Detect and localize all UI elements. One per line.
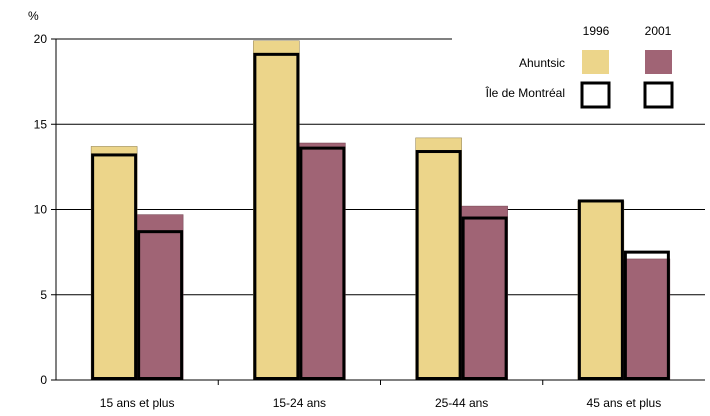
legend-year-2001: 2001	[645, 24, 672, 38]
bars	[90, 40, 671, 381]
bar-montreal-1996-45-ans-et-plus	[577, 199, 624, 380]
bar-montreal-2001-45-ans-et-plus	[623, 250, 670, 380]
x-tick-label-25-44-ans: 25-44 ans	[435, 396, 488, 410]
bar-ahuntsic-2001-15-ans-et-plus	[136, 214, 184, 381]
y-tick-label-20: 20	[34, 32, 48, 46]
bar-ahuntsic-1996-15-ans-et-plus	[90, 146, 138, 381]
legend-year-1996: 1996	[583, 24, 610, 38]
y-tick-label-10: 10	[34, 203, 48, 217]
legend-label-ahuntsic: Ahuntsic	[519, 56, 565, 70]
bar-ahuntsic-1996-25-44-ans	[415, 137, 462, 381]
bar-ahuntsic-2001-15-24-ans	[299, 142, 346, 381]
y-axis-label: %	[28, 9, 39, 23]
bar-ahuntsic-2001-45-ans-et-plus	[623, 258, 671, 381]
y-tick-label-15: 15	[34, 117, 48, 131]
bar-montreal-1996-25-44-ans	[415, 150, 462, 380]
bar-montreal-1996-15-24-ans	[253, 52, 300, 380]
bar-ahuntsic-1996-45-ans-et-plus	[577, 200, 625, 381]
y-axis: % 0 5 10 15 20	[28, 9, 57, 387]
bar-ahuntsic-1996-15-24-ans	[253, 40, 300, 381]
y-tick-label-0: 0	[40, 373, 47, 387]
bar-montreal-2001-15-24-ans	[299, 146, 346, 380]
y-tick-label-5: 5	[40, 288, 47, 302]
legend-swatch-ahuntsic-2001	[645, 50, 672, 74]
legend: 1996 2001 Ahuntsic Île de Montréal	[452, 12, 710, 122]
x-tick-label-15-24-ans: 15-24 ans	[273, 396, 326, 410]
legend-swatch-ahuntsic-1996	[582, 50, 609, 74]
legend-swatch-montreal-1996	[580, 81, 611, 109]
bar-montreal-2001-15-ans-et-plus	[137, 230, 184, 380]
legend-swatch-montreal-2001	[643, 81, 674, 109]
bar-montreal-2001-25-44-ans	[461, 216, 508, 380]
x-axis: 15 ans et plus 15-24 ans 25-44 ans 45 ans e…	[56, 379, 705, 410]
bar-montreal-1996-15-ans-et-plus	[91, 153, 138, 380]
x-tick-label-15-ans-et-plus: 15 ans et plus	[100, 396, 175, 410]
x-tick-label-45-ans-et-plus: 45 ans et plus	[587, 396, 662, 410]
bar-ahuntsic-2001-25-44-ans	[461, 205, 508, 381]
legend-label-ile-de-montreal: Île de Montréal	[485, 85, 565, 100]
